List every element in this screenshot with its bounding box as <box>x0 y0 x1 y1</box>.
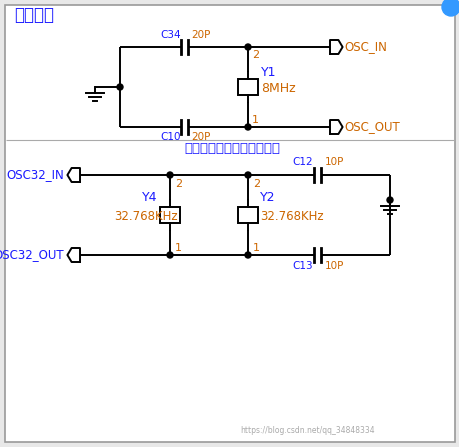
Circle shape <box>167 252 173 258</box>
Circle shape <box>441 0 459 16</box>
Circle shape <box>245 44 251 50</box>
Circle shape <box>245 252 251 258</box>
Text: https://blog.csdn.net/qq_34848334: https://blog.csdn.net/qq_34848334 <box>240 426 374 435</box>
Text: 2: 2 <box>252 50 258 60</box>
Text: 32.768KHz: 32.768KHz <box>259 210 323 223</box>
Text: C13: C13 <box>292 261 313 271</box>
Circle shape <box>117 84 123 90</box>
Circle shape <box>245 124 251 130</box>
Text: C10: C10 <box>160 132 181 142</box>
Text: 20P: 20P <box>191 132 210 142</box>
Text: 1: 1 <box>252 243 259 253</box>
Text: Y1: Y1 <box>260 66 276 79</box>
Circle shape <box>245 172 251 178</box>
Text: OSC_IN: OSC_IN <box>343 41 386 54</box>
Text: 32.768KHz: 32.768KHz <box>114 210 177 223</box>
Circle shape <box>386 197 392 203</box>
Bar <box>237 207 257 223</box>
Text: 晶振电路: 晶振电路 <box>14 6 54 24</box>
Text: 1: 1 <box>252 115 258 125</box>
Text: C12: C12 <box>292 157 313 167</box>
Circle shape <box>167 172 173 178</box>
Text: Y4: Y4 <box>142 191 157 204</box>
Text: 10P: 10P <box>325 157 344 167</box>
Text: C34: C34 <box>160 30 181 40</box>
Text: 2: 2 <box>174 179 182 189</box>
Text: 2: 2 <box>252 179 259 189</box>
Text: OSC32_OUT: OSC32_OUT <box>0 249 64 261</box>
Text: 1: 1 <box>174 243 182 253</box>
Bar <box>160 207 179 223</box>
Text: 8MHz: 8MHz <box>260 82 295 95</box>
Text: OSC32_IN: OSC32_IN <box>6 169 64 181</box>
Text: OSC_OUT: OSC_OUT <box>343 121 399 134</box>
Bar <box>237 79 257 95</box>
Text: 10P: 10P <box>325 261 344 271</box>
Text: 20P: 20P <box>191 30 210 40</box>
Text: Y2: Y2 <box>259 191 275 204</box>
Text: 兼容两种封装，只焊接一种: 兼容两种封装，只焊接一种 <box>184 143 280 156</box>
